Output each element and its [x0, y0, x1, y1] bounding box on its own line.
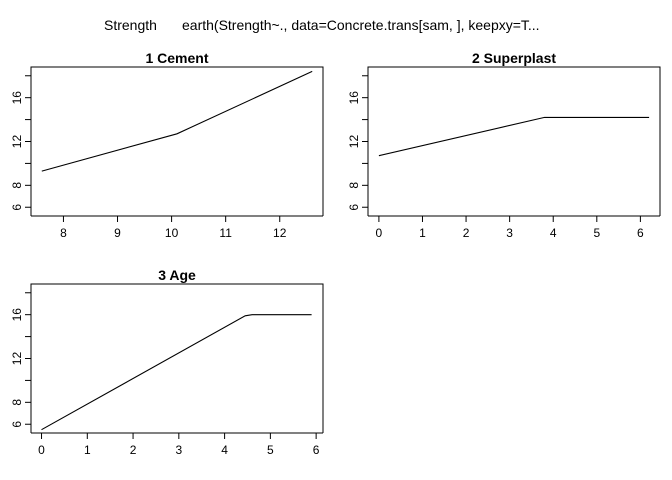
x-tick-label: 6 [313, 443, 320, 457]
y-tick-label: 12 [10, 135, 24, 149]
model-call-label: earth(Strength~., data=Concrete.trans[sa… [182, 17, 540, 33]
x-tick-label: 10 [165, 226, 179, 240]
x-tick-label: 5 [267, 443, 274, 457]
x-tick-label: 9 [114, 226, 121, 240]
panel-title: 3 Age [158, 267, 196, 283]
y-tick-label: 6 [10, 204, 24, 211]
x-tick-label: 1 [84, 443, 91, 457]
y-tick-label: 16 [10, 308, 24, 322]
x-tick-label: 0 [38, 443, 45, 457]
x-tick-label: 2 [463, 226, 470, 240]
partial-dependence-line [41, 314, 312, 431]
panel-title: 2 Superplast [472, 50, 556, 66]
plot-frame [367, 66, 661, 216]
x-tick-label: 11 [219, 226, 232, 240]
x-tick-label: 4 [221, 443, 228, 457]
y-tick-label: 8 [10, 399, 24, 406]
partial-dependence-line [41, 70, 313, 172]
y-tick-label: 12 [10, 352, 24, 366]
y-tick-label: 16 [347, 91, 361, 105]
response-label: Strength [104, 17, 157, 33]
partial-dependence-line [378, 116, 650, 157]
x-tick-label: 12 [273, 226, 287, 240]
plot-frame [30, 66, 324, 216]
x-tick-label: 0 [376, 226, 383, 240]
x-tick-label: 4 [550, 226, 557, 240]
y-tick-label: 12 [347, 135, 361, 149]
x-tick-label: 3 [175, 443, 182, 457]
x-tick-label: 2 [130, 443, 137, 457]
y-tick-label: 6 [347, 204, 361, 211]
x-tick-label: 6 [637, 226, 644, 240]
x-tick-label: 1 [419, 226, 426, 240]
y-tick-label: 6 [10, 421, 24, 428]
y-tick-label: 8 [10, 182, 24, 189]
y-tick-label: 16 [10, 91, 24, 105]
x-tick-label: 5 [593, 226, 600, 240]
x-tick-label: 3 [506, 226, 513, 240]
panel-title: 1 Cement [145, 50, 208, 66]
x-tick-label: 8 [60, 226, 67, 240]
panel-1: 1 Cement 8 9 10 11 12 6 8 12 16 [10, 50, 324, 240]
y-tick-label: 8 [347, 182, 361, 189]
